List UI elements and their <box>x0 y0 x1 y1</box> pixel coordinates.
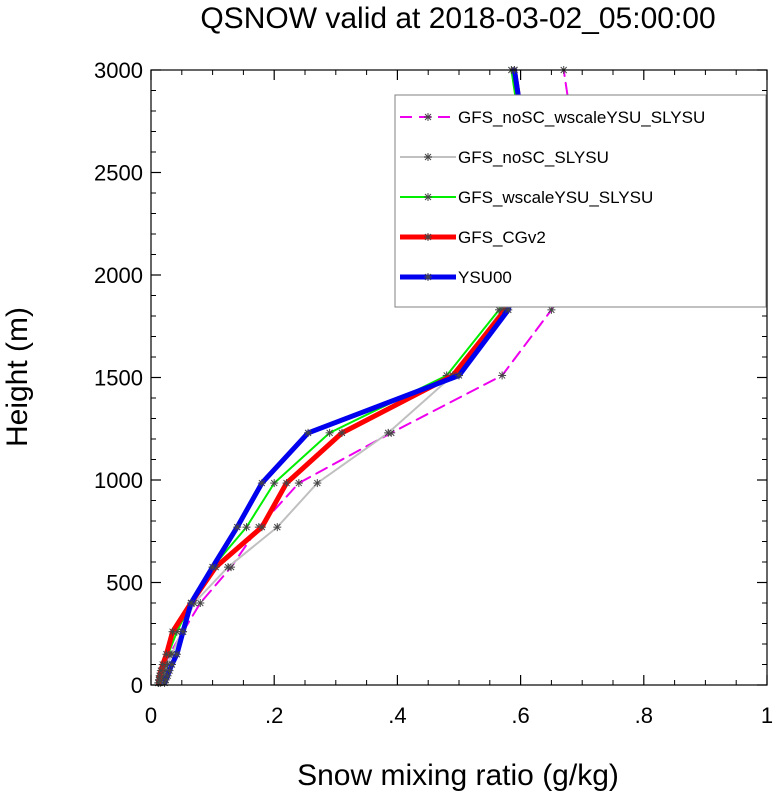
legend-marker <box>424 233 432 241</box>
marker-stroke <box>326 429 333 437</box>
data-point <box>242 523 251 532</box>
marker-stroke <box>157 667 165 675</box>
data-point <box>162 650 171 659</box>
marker-stroke <box>424 193 432 201</box>
legend-label: GFS_CGv2 <box>458 228 546 247</box>
marker-stroke <box>424 273 432 281</box>
data-point <box>179 627 188 636</box>
marker-stroke <box>169 628 176 636</box>
marker-stroke <box>196 599 204 607</box>
legend-marker <box>424 153 432 161</box>
x-tick-label: .4 <box>388 703 406 728</box>
data-point <box>167 660 176 669</box>
marker-stroke <box>168 661 176 668</box>
data-point <box>337 428 346 437</box>
x-tick-label: .2 <box>265 703 283 728</box>
marker-stroke <box>495 306 503 314</box>
marker-stroke <box>243 523 250 531</box>
marker-stroke <box>156 672 163 680</box>
marker-stroke <box>166 667 173 675</box>
marker-stroke <box>179 628 187 636</box>
data-point <box>156 666 165 675</box>
marker-stroke <box>295 479 303 487</box>
marker-stroke <box>304 429 312 437</box>
marker-stroke <box>155 676 163 684</box>
chart-title: QSNOW valid at 2018-03-02_05:00:00 <box>200 2 715 35</box>
data-point <box>208 563 217 572</box>
data-point <box>172 650 181 659</box>
x-axis: 0 .2 .4 .6 .8 1 <box>145 70 773 728</box>
marker-stroke <box>498 372 506 379</box>
marker-stroke <box>270 479 278 487</box>
data-point <box>165 666 174 675</box>
legend-label: GFS_wscaleYSU_SLYSU <box>458 188 653 207</box>
y-tick-label: 1500 <box>94 366 143 391</box>
data-point <box>282 479 291 488</box>
data-point <box>257 479 266 488</box>
marker-stroke <box>338 429 346 437</box>
marker-stroke <box>187 599 195 607</box>
data-point <box>233 523 242 532</box>
marker-stroke <box>424 113 432 121</box>
marker-stroke <box>233 523 241 531</box>
y-tick-label: 2500 <box>94 161 143 186</box>
x-tick-label: 1 <box>761 703 773 728</box>
marker-stroke <box>159 661 167 668</box>
y-tick-label: 1000 <box>94 468 143 493</box>
x-tick-label: 0 <box>145 703 157 728</box>
x-tick-label: .8 <box>635 703 653 728</box>
data-point <box>187 599 196 607</box>
marker-stroke <box>224 563 232 571</box>
data-point <box>304 428 313 437</box>
data-point <box>498 371 507 380</box>
legend-label: YSU00 <box>458 268 512 287</box>
data-point <box>168 627 177 636</box>
data-point <box>294 479 303 488</box>
marker-stroke <box>455 372 463 379</box>
legend-marker <box>424 273 432 281</box>
marker-stroke <box>273 523 281 531</box>
legend-box <box>394 94 767 308</box>
marker-stroke <box>163 650 170 658</box>
marker-stroke <box>313 479 321 487</box>
data-point <box>325 428 334 437</box>
y-tick-label: 0 <box>131 673 143 698</box>
marker-stroke <box>384 429 392 437</box>
legend-marker <box>424 193 432 201</box>
marker-stroke <box>209 563 216 571</box>
y-tick-label: 2000 <box>94 263 143 288</box>
y-tick-label: 3000 <box>94 58 143 83</box>
y-axis: 0 500 1000 1500 2000 2500 3000 <box>94 58 767 698</box>
data-point <box>270 479 279 488</box>
marker-stroke <box>424 233 432 241</box>
x-axis-title: Snow mixing ratio (g/kg) <box>297 759 619 792</box>
legend-marker <box>424 113 432 121</box>
marker-stroke <box>548 306 555 314</box>
marker-stroke <box>173 650 181 658</box>
data-point <box>257 523 266 532</box>
data-point <box>455 371 463 380</box>
data-point <box>155 671 164 680</box>
legend-label: GFS_noSC_wscaleYSU_SLYSU <box>458 108 705 127</box>
data-point <box>313 479 322 488</box>
legend: GFS_noSC_wscaleYSU_SLYSU GFS_noSC_SLYSU GF… <box>394 94 767 308</box>
data-point <box>158 660 167 669</box>
marker-stroke <box>424 153 432 161</box>
data-point <box>384 428 393 437</box>
marker-stroke <box>504 306 512 314</box>
x-tick-label: .6 <box>511 703 529 728</box>
y-axis-title: Height (m) <box>1 307 34 447</box>
data-point <box>224 563 232 572</box>
legend-label: GFS_noSC_SLYSU <box>458 148 609 167</box>
marker-stroke <box>258 479 266 487</box>
data-point <box>155 675 164 684</box>
marker-stroke <box>283 479 290 487</box>
marker-stroke <box>258 523 266 531</box>
data-point <box>273 523 282 532</box>
y-tick-label: 500 <box>106 571 143 596</box>
